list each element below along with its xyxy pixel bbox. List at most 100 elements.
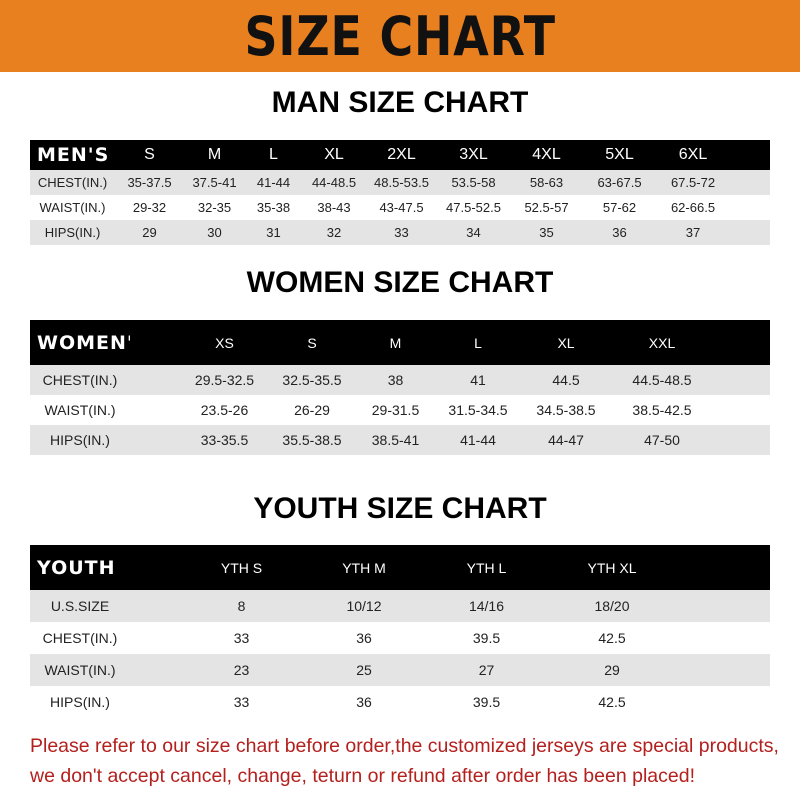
spacer [130,320,180,365]
spacer [730,170,770,195]
cell-value: 32 [302,220,366,245]
spacer [130,654,180,686]
cell-value: 63-67.5 [583,170,656,195]
size-header: YTH S [180,545,303,590]
banner-title: SIZE CHART [244,4,556,68]
cell-value: 43-47.5 [379,200,424,215]
cell-value: 29 [548,654,676,686]
spacer [130,395,180,425]
cell-value: 41-44 [436,425,520,455]
cell-value: 37 [656,220,730,245]
cell-value: 32-35 [197,200,232,215]
cell-value: 26-29 [294,402,330,418]
size-header: YTH L [425,545,548,590]
size-header: 3XL [437,140,510,170]
cell-value: 37.5-41 [184,170,245,195]
cell-value: 57-62 [602,200,637,215]
youth-size-table: YOUTH YTH S YTH M YTH L YTH XL U.S.SIZE 8 10/12… [30,545,770,718]
cell-value: 34.5-38.5 [536,402,596,418]
spacer [130,590,180,622]
row-label: HIPS(IN.) [30,425,130,455]
cell-value: 23 [180,654,303,686]
cell-value: 35.5-38.5 [269,425,355,455]
cell-value: 35-38 [256,200,291,215]
size-header: 2XL [366,140,437,170]
men-size-table: MEN'S S M L XL 2XL 3XL 4XL 5XL 6XL CHEST(IN.) 35-37… [30,140,770,245]
cell-value: 33 [233,630,250,646]
cell-value: 18/20 [548,590,676,622]
spacer [730,220,770,245]
size-header: XS [180,320,269,365]
row-label: WAIST(IN.) [44,402,116,418]
header-label: YOUTH [30,545,130,590]
cell-value: 32.5-35.5 [269,365,355,395]
spacer [676,654,770,686]
size-header: M [184,140,245,170]
cell-value: 35-37.5 [115,170,184,195]
size-header: L [436,320,520,365]
cell-value: 38.5-42.5 [632,402,692,418]
cell-value: 44.5-48.5 [612,365,712,395]
cell-value: 44-47 [520,425,612,455]
cell-value: 29-32 [132,200,167,215]
row-label: CHEST(IN.) [42,630,118,646]
cell-value: 25 [303,654,425,686]
cell-value: 33 [366,220,437,245]
header-label: WOMEN'S [30,320,147,365]
size-header: YTH XL [548,545,676,590]
cell-value: 52.5-57 [524,200,569,215]
spacer [712,320,770,365]
cell-value: 10/12 [303,590,425,622]
row-label: HIPS(IN.) [30,220,115,245]
cell-value: 38 [355,365,436,395]
spacer [130,425,180,455]
row-label: CHEST(IN.) [30,365,130,395]
cell-value: 41-44 [245,170,302,195]
cell-value: 36 [583,220,656,245]
cell-value: 48.5-53.5 [366,170,437,195]
cell-value: 39.5 [472,630,501,646]
spacer [712,365,770,395]
cell-value: 42.5 [598,694,626,710]
row-label: U.S.SIZE [30,590,130,622]
spacer [130,365,180,395]
size-header: 6XL [656,140,730,170]
spacer [130,686,180,718]
cell-value: 30 [184,220,245,245]
men-title: MAN SIZE CHART [271,86,529,119]
size-header: XL [520,320,612,365]
cell-value: 35 [510,220,583,245]
size-header: XXL [612,320,712,365]
size-header: YTH M [303,545,425,590]
row-label: WAIST(IN.) [30,654,130,686]
size-header: XL [302,140,366,170]
cell-value: 29-31.5 [371,402,420,418]
cell-value: 62-66.5 [670,200,716,215]
size-header: L [245,140,302,170]
note-line-2: we don't accept cancel, change, teturn o… [30,765,695,787]
cell-value: 14/16 [425,590,548,622]
row-label: HIPS(IN.) [50,694,110,710]
size-header: S [269,320,355,365]
cell-value: 44.5 [520,365,612,395]
women-title: WOMEN SIZE CHART [246,266,554,299]
size-header: M [355,320,436,365]
youth-title: YOUTH SIZE CHART [253,492,547,525]
spacer [130,622,180,654]
note-line-1: Please refer to our size chart before or… [30,735,779,757]
spacer [676,545,770,590]
cell-value: 38.5-41 [355,425,436,455]
row-label: CHEST(IN.) [30,170,115,195]
cell-value: 38-43 [317,200,351,215]
cell-value: 31.5-34.5 [448,402,508,418]
spacer [130,545,180,590]
cell-value: 67.5-72 [656,170,730,195]
cell-value: 53.5-58 [437,170,510,195]
spacer [712,425,770,455]
cell-value: 47-50 [612,425,712,455]
cell-value: 41 [436,365,520,395]
spacer [712,395,770,425]
cell-value: 8 [180,590,303,622]
size-header: 5XL [583,140,656,170]
cell-value: 27 [425,654,548,686]
